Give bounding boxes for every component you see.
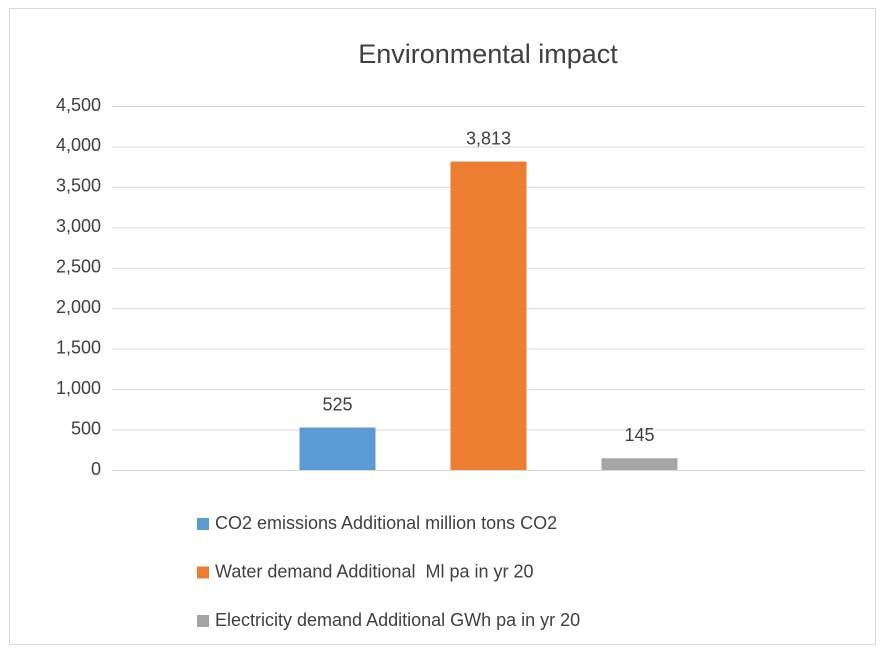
y-tick-label: 4,500 bbox=[56, 95, 101, 115]
y-tick-label: 500 bbox=[71, 418, 101, 438]
chart-border bbox=[9, 8, 876, 645]
legend-swatch bbox=[197, 615, 209, 627]
y-tick-label: 2,000 bbox=[56, 297, 101, 317]
data-label: 525 bbox=[322, 394, 352, 414]
bar bbox=[601, 458, 678, 470]
legend-label: Water demand Additional Ml pa in yr 20 bbox=[215, 561, 534, 581]
y-tick-label: 3,000 bbox=[56, 216, 101, 236]
y-tick-label: 0 bbox=[91, 459, 101, 479]
data-label: 3,813 bbox=[466, 128, 511, 148]
y-tick-label: 2,500 bbox=[56, 257, 101, 277]
legend-swatch bbox=[197, 518, 209, 530]
legend-label: CO2 emissions Additional million tons CO… bbox=[215, 513, 557, 533]
legend-swatch bbox=[197, 566, 209, 579]
bar bbox=[450, 161, 527, 470]
data-label: 145 bbox=[624, 425, 654, 445]
y-tick-label: 1,500 bbox=[56, 337, 101, 357]
y-tick-label: 1,000 bbox=[56, 378, 101, 398]
chart-title: Environmental impact bbox=[358, 39, 618, 69]
bar bbox=[299, 427, 376, 470]
y-tick-label: 3,500 bbox=[56, 176, 101, 196]
y-tick-label: 4,000 bbox=[56, 135, 101, 155]
legend-label: Electricity demand Additional GWh pa in … bbox=[215, 610, 580, 630]
